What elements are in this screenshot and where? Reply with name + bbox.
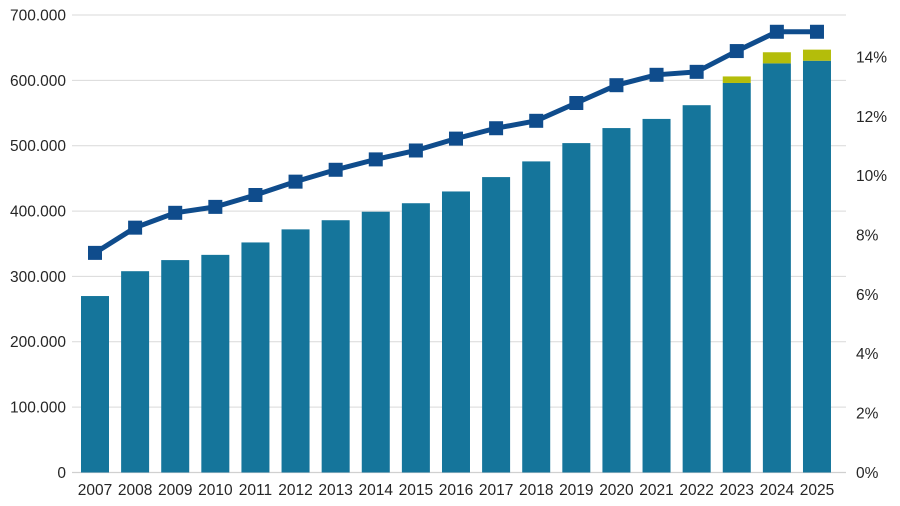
line-marker-2021 <box>649 67 664 82</box>
bar-2009 <box>161 260 190 473</box>
left-axis-tick-label: 100.000 <box>10 400 66 417</box>
left-axis-tick-label: 200.000 <box>10 334 66 351</box>
x-axis-label-2016: 2016 <box>439 482 473 499</box>
bar-2010 <box>201 254 230 473</box>
bar-2016 <box>441 191 470 473</box>
x-axis-label-2007: 2007 <box>78 482 112 499</box>
bar-2014 <box>361 211 390 473</box>
left-axis-tick-label: 600.000 <box>10 73 66 90</box>
bars-group <box>81 49 831 473</box>
bar-cap-2025 <box>802 49 831 61</box>
left-axis-tick-label: 400.000 <box>10 203 66 220</box>
line-marker-2011 <box>248 188 263 203</box>
bar-2019 <box>562 143 591 473</box>
bar-cap-2024 <box>762 52 791 64</box>
left-axis-tick-label: 300.000 <box>10 269 66 286</box>
bar-2025 <box>802 60 831 473</box>
bar-2012 <box>281 229 310 473</box>
bar-cap-2023 <box>722 76 751 83</box>
left-axis-tick-label: 700.000 <box>10 7 66 24</box>
line-marker-2010 <box>208 199 223 214</box>
line-marker-2025 <box>809 24 824 39</box>
bar-2017 <box>482 177 511 473</box>
left-axis-tick-label: 500.000 <box>10 138 66 155</box>
x-axis-label-2011: 2011 <box>239 482 272 499</box>
x-axis-label-2009: 2009 <box>158 482 192 499</box>
line-marker-2013 <box>328 162 343 177</box>
x-axis-label-2025: 2025 <box>800 482 834 499</box>
bar-2024 <box>762 63 791 473</box>
bar-2023 <box>722 82 751 473</box>
bar-2011 <box>241 242 270 473</box>
x-axis-label-2022: 2022 <box>679 482 713 499</box>
line-marker-2015 <box>408 143 423 158</box>
left-axis-labels-group: 0 100.000 200.000 300.000 400.000 500.000 600.… <box>10 7 66 482</box>
x-axis-label-2013: 2013 <box>318 482 352 499</box>
bar-2015 <box>401 203 430 473</box>
x-axis-labels-group: 2007 2008 2009 2010 2011 2012 2013 2014 2015 2016… <box>78 482 834 499</box>
line-marker-2020 <box>609 78 624 93</box>
line-marker-2009 <box>168 205 183 220</box>
line-marker-2023 <box>729 44 744 59</box>
line-marker-2024 <box>769 24 784 39</box>
line-marker-2017 <box>489 121 504 136</box>
x-axis-label-2019: 2019 <box>559 482 593 499</box>
line-marker-2019 <box>569 96 584 111</box>
line-marker-2022 <box>689 64 704 79</box>
x-axis-label-2017: 2017 <box>479 482 513 499</box>
line-marker-2014 <box>368 152 383 167</box>
x-axis-label-2018: 2018 <box>519 482 553 499</box>
right-axis-tick-label: 12% <box>856 109 887 126</box>
right-axis-labels-group: 0% 2% 4% 6% 8% 10% 12% 14% <box>856 49 887 482</box>
bar-2008 <box>121 271 150 473</box>
bar-2007 <box>81 296 109 473</box>
right-axis-tick-label: 0% <box>856 465 879 482</box>
line-marker-2008 <box>128 220 143 235</box>
right-axis-tick-label: 2% <box>856 406 879 423</box>
right-axis-tick-label: 8% <box>856 227 879 244</box>
bar-2021 <box>642 118 671 473</box>
x-axis-label-2021: 2021 <box>639 482 673 499</box>
x-axis-label-2008: 2008 <box>118 482 152 499</box>
right-axis-tick-label: 14% <box>856 49 887 66</box>
right-axis-tick-label: 4% <box>856 346 879 363</box>
left-axis-tick-label: 0 <box>57 465 66 482</box>
right-axis-tick-label: 10% <box>856 168 887 185</box>
x-axis-label-2012: 2012 <box>278 482 312 499</box>
line-marker-2018 <box>529 113 544 128</box>
line-marker-2007 <box>88 245 102 260</box>
right-axis-tick-label: 6% <box>856 287 879 304</box>
line-marker-2016 <box>448 131 463 146</box>
bar-2022 <box>682 105 711 473</box>
x-axis-label-2023: 2023 <box>720 482 754 499</box>
x-axis-label-2014: 2014 <box>359 482 394 499</box>
x-axis-label-2024: 2024 <box>760 482 795 499</box>
x-axis-label-2010: 2010 <box>198 482 233 499</box>
x-axis-label-2020: 2020 <box>599 482 634 499</box>
line-marker-2012 <box>288 174 303 189</box>
bar-2018 <box>522 161 551 473</box>
bar-2013 <box>321 220 350 473</box>
x-axis-label-2015: 2015 <box>399 482 433 499</box>
bar-2020 <box>602 128 631 473</box>
line-markers-group <box>88 24 824 260</box>
